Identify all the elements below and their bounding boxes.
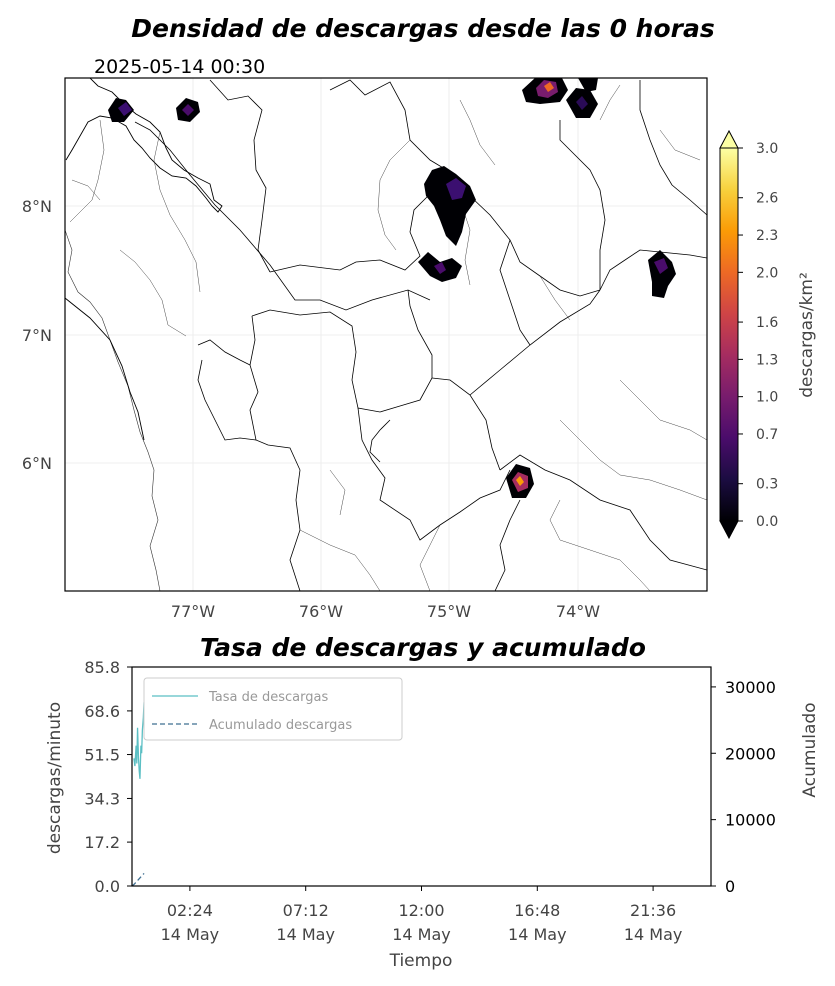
x-tick-time: 02:24 [167,901,213,920]
legend-entry-rate: Tasa de descargas [208,690,328,705]
density-cell [446,178,466,200]
lon-tick-label: 75°W [427,602,471,621]
y2-axis-ticks: 0 10000 20000 30000 [711,678,776,896]
series-layer [132,702,145,886]
y-tick-label: 17.2 [84,833,120,852]
y-tick-label: 34.3 [84,789,120,808]
density-cells [108,78,676,498]
x-axis-ticks: 02:24 14 May 07:12 14 May 12:00 14 May 16:48 14… [161,886,683,944]
colorbar-tick-label: 0.7 [756,427,778,443]
density-cell [578,78,598,92]
x-tick-date: 14 May [508,925,567,944]
y-tick-label: 68.6 [84,702,120,721]
map-title: Densidad de descargas desde las 0 horas [131,14,714,43]
density-cell [182,104,194,116]
x-axis-label: Tiempo [389,951,453,971]
chart-title: Tasa de descargas y acumulado [200,633,646,662]
map-lon-ticks: 77°W 76°W 75°W 74°W [171,602,600,621]
colorbar-tick-label: 1.3 [756,352,778,368]
municipal-boundaries [69,84,707,591]
colorbar-ticks: 0.0 0.3 0.7 1.0 1.3 1.6 2.0 2.3 2.6 3.0 [738,141,778,530]
y-axis-label: descargas/minuto [45,702,65,854]
colorbar-tick-label: 0.0 [756,514,778,530]
x-tick-time: 07:12 [283,901,329,920]
density-cell [576,96,588,110]
colorbar-extend-max [719,129,739,149]
colorbar: 0.0 0.3 0.7 1.0 1.3 1.6 2.0 2.3 2.6 3.0 descargas… [719,129,817,540]
lon-tick-label: 76°W [299,602,343,621]
x-tick-time: 16:48 [514,901,560,920]
series-line-rate [133,702,145,779]
density-cell [434,262,446,274]
density-cell [654,258,668,274]
y-tick-label: 51.5 [84,746,120,765]
x-tick-time: 12:00 [398,901,444,920]
colorbar-label: descargas/km² [797,272,817,398]
colorbar-tick-label: 1.0 [756,390,778,406]
colorbar-tick-label: 2.6 [756,191,778,207]
lat-tick-label: 6°N [22,454,52,473]
colorbar-tick-label: 1.6 [756,315,778,331]
map-gridlines [65,78,707,591]
colorbar-tick-label: 2.0 [756,265,778,281]
map-timestamp: 2025-05-14 00:30 [94,56,265,78]
density-cell [118,102,132,116]
lat-tick-label: 8°N [22,197,52,216]
legend-box [143,677,403,741]
x-tick-date: 14 May [392,925,451,944]
map-lat-ticks: 8°N 7°N 6°N [22,197,52,473]
colorbar-extend-min [719,520,739,540]
y2-tick-label: 30000 [725,678,776,697]
y-tick-label: 0.0 [95,877,120,896]
pacific-coast [65,229,161,591]
x-tick-date: 14 May [624,925,683,944]
y2-tick-label: 20000 [725,744,776,763]
legend: Tasa de descargas Acumulado descargas [143,677,403,741]
density-cell [516,476,524,486]
map-frame [64,77,708,592]
colorbar-body [719,147,739,522]
y2-tick-label: 10000 [725,811,776,830]
x-tick-date: 14 May [161,925,220,944]
y-axis-ticks: 0.0 17.2 34.3 51.5 68.6 85.8 [84,658,132,896]
national-boundary [65,297,145,441]
x-tick-date: 14 May [276,925,335,944]
colorbar-tick-label: 3.0 [756,141,778,157]
lat-tick-label: 7°N [22,326,52,345]
legend-entry-cumulative: Acumulado descargas [209,718,352,733]
y2-axis-label: Acumulado [800,702,820,797]
lon-tick-label: 74°W [556,602,600,621]
y-tick-label: 85.8 [84,658,120,677]
x-tick-time: 21:36 [630,901,676,920]
colorbar-tick-label: 2.3 [756,228,778,244]
lon-tick-label: 77°W [171,602,215,621]
colorbar-tick-label: 0.3 [756,477,778,493]
map-panel [65,78,707,591]
series-line-cumulative [132,872,145,886]
y2-tick-label: 0 [725,877,735,896]
density-cell [544,82,554,92]
